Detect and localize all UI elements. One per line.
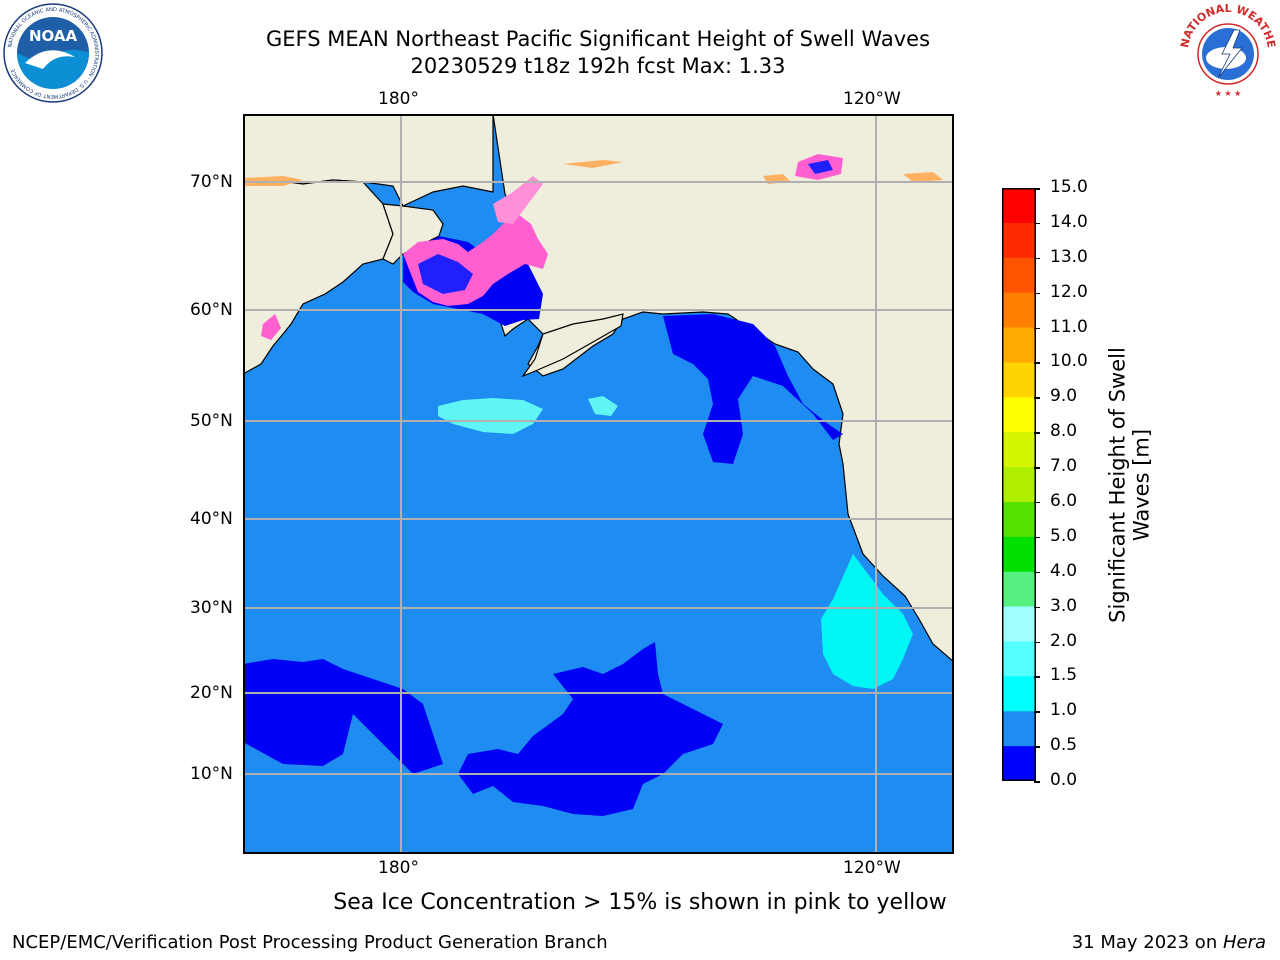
colorbar-tick [1034,397,1040,399]
map-frame [243,114,954,854]
colorbar-tick [1034,222,1040,225]
bottom-tick-120w: 120°W [843,858,901,878]
colorbar-label: 5.0 [1050,525,1078,546]
sea-ice-bering-core [418,254,473,294]
footer-date: 31 May 2023 on [1071,932,1223,953]
colorbar-tick [1034,292,1040,295]
lat-tick-60n: 60°N [190,300,233,320]
noaa-logo-text: NOAA [29,27,78,45]
svg-text:★ ★ ★: ★ ★ ★ [1215,89,1242,98]
colorbar-label: 1.5 [1050,665,1078,686]
colorbar-cell [1002,292,1036,329]
colorbar-cell [1002,188,1036,224]
colorbar-tick [1034,501,1040,504]
colorbar-cell [1002,362,1036,398]
land-alaska-peninsula [521,313,624,378]
colorbar-cell [1002,711,1036,747]
colorbar-cell [1002,676,1036,712]
colorbar-tick [1034,257,1040,260]
footer-right: 31 May 2023 on Hera [1072,932,1266,953]
colorbar-cell [1002,467,1036,503]
lat-tick-70n: 70°N [190,172,233,192]
colorbar-label: 14.0 [1050,211,1088,232]
lat-tick-30n: 30°N [190,598,233,618]
colorbar-label: 6.0 [1050,490,1078,511]
colorbar-tick [1034,676,1040,678]
colorbar-tick [1034,571,1040,574]
colorbar-tick [1034,746,1040,748]
colorbar-tick [1034,641,1040,643]
colorbar-cell [1002,327,1036,364]
colorbar-labels: 15.0 14.0 13.0 12.0 11.0 10.0 9.0 8.0 7.0 6.0 5.0 4… [1034,177,1112,790]
colorbar-cell [1002,501,1036,538]
top-tick-180: 180° [378,89,419,109]
nws-logo-icon: NATIONAL WEATHER SERVICE ★ ★ ★ [1174,0,1278,98]
swell-mid-california [821,554,913,689]
sea-ice-kamchatka [261,314,281,340]
colorbar-label: 12.0 [1050,281,1088,302]
colorbar-label: 8.0 [1050,421,1078,442]
sea-ice-chukchi [493,176,543,224]
footer-left: NCEP/EMC/Verification Post Processing Pr… [12,932,608,953]
swell-low-hawaii [243,659,443,774]
swell-mid-north-pacific [438,398,543,434]
colorbar-label: 13.0 [1050,246,1088,267]
lat-tick-40n: 40°N [190,509,233,529]
colorbar-tick [1034,327,1040,329]
colorbar-cell [1002,746,1036,781]
colorbar-tick [1034,536,1040,539]
colorbar-cell [1002,397,1036,433]
colorbar-cell [1002,432,1036,468]
noaa-logo-icon: NOAA NATIONAL OCEANIC AND ATMOSPHERIC AD… [3,3,103,103]
colorbar-tick [1034,188,1040,190]
graticule [243,114,954,854]
colorbar-tick [1034,432,1040,434]
colorbar-tick [1034,781,1040,783]
nws-logo: NATIONAL WEATHER SERVICE ★ ★ ★ [1174,0,1278,102]
sea-ice-note: Sea Ice Concentration > 15% is shown in … [333,890,947,915]
colorbar-label: 9.0 [1050,386,1078,407]
land-kamchatka [243,179,394,375]
colorbar-label: 15.0 [1050,177,1088,197]
colorbar-title: Significant Height of Swell Waves [m] [1105,315,1153,655]
colorbar-cell [1002,571,1036,608]
colorbar-label: 0.0 [1050,770,1078,790]
colorbar-tick [1034,467,1040,469]
swell-low-central [458,642,723,816]
noaa-logo: NOAA NATIONAL OCEANIC AND ATMOSPHERIC AD… [3,3,103,103]
top-tick-120w: 120°W [843,89,901,109]
chart-subtitle: 20230529 t18z 192h fcst Max: 1.33 [410,54,786,78]
swell-height-map [243,114,954,854]
swell-low-gulf-alaska [663,314,843,464]
chart-title: GEFS MEAN Northeast Pacific Significant … [265,27,931,51]
colorbar-label: 4.0 [1050,560,1078,581]
colorbar-cell [1002,257,1036,294]
colorbar-cell [1002,222,1036,259]
footer-host: Hera [1222,932,1266,953]
colorbar-tick [1034,606,1040,609]
sea-ice-beaufort-core [808,160,833,174]
lat-tick-50n: 50°N [190,411,233,431]
sea-ice-arctic-edge [243,160,943,186]
colorbar-label: 2.0 [1050,630,1078,651]
swell-mid-small [588,396,618,416]
colorbar-label: 0.5 [1050,735,1078,756]
colorbar-label: 11.0 [1050,316,1088,337]
colorbar-label: 3.0 [1050,595,1078,616]
colorbar [1002,188,1036,781]
bottom-tick-180: 180° [378,858,419,878]
colorbar-label: 1.0 [1050,700,1078,721]
colorbar-cell [1002,536,1036,573]
colorbar-label: 7.0 [1050,456,1078,477]
colorbar-title-line2: Waves [m] [1129,428,1153,542]
colorbar-tick [1034,711,1040,713]
colorbar-cell [1002,641,1036,677]
colorbar-tick [1034,362,1040,364]
colorbar-label: 10.0 [1050,351,1088,372]
lat-tick-10n: 10°N [190,764,233,784]
lat-tick-20n: 20°N [190,683,233,703]
colorbar-title-line1: Significant Height of Swell [1105,347,1130,623]
colorbar-cell [1002,606,1036,643]
